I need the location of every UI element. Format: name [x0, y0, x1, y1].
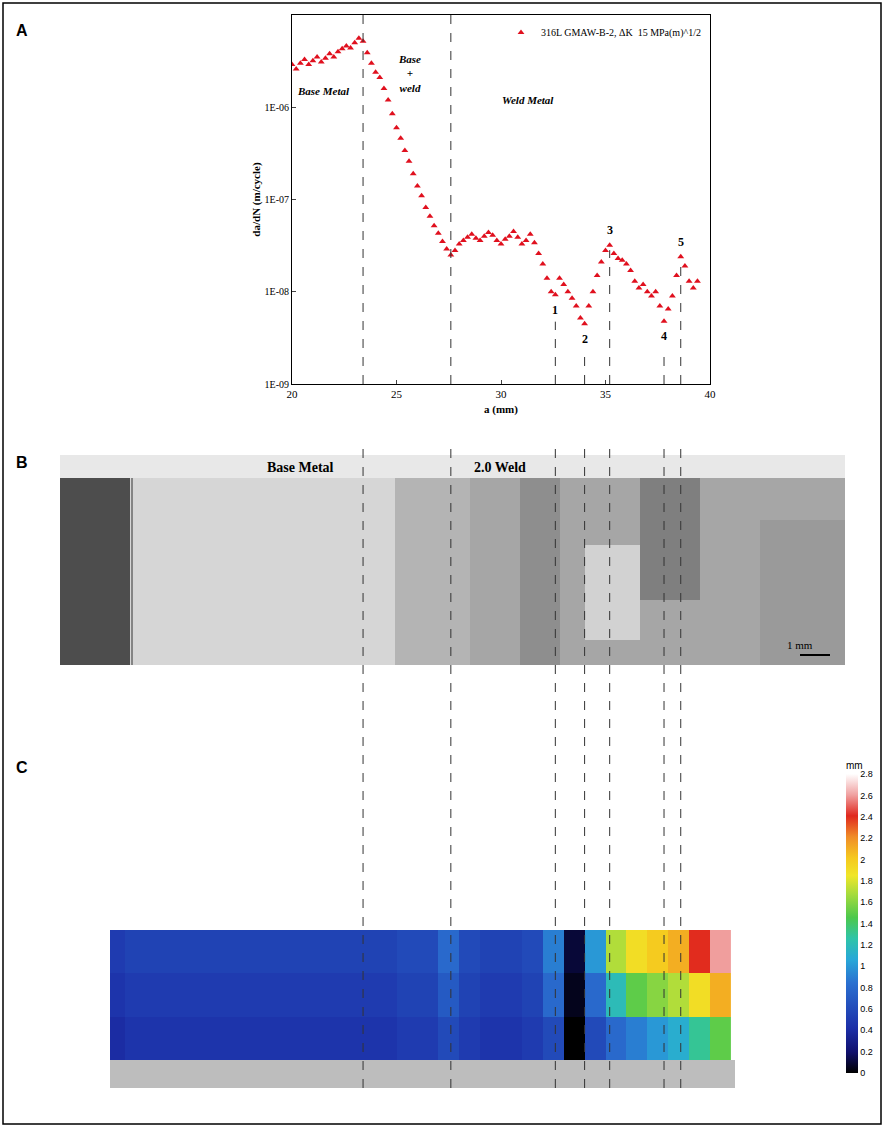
svg-text:0.2: 0.2: [860, 1047, 873, 1057]
svg-text:1: 1: [860, 961, 865, 971]
svg-text:0.8: 0.8: [860, 983, 873, 993]
svg-text:40: 40: [705, 388, 717, 400]
svg-text:1E-07: 1E-07: [265, 194, 289, 205]
svg-text:2: 2: [860, 855, 865, 865]
svg-text:1E-09: 1E-09: [265, 379, 289, 390]
svg-text:a (mm): a (mm): [484, 403, 518, 416]
svg-text:4: 4: [661, 329, 667, 343]
svg-text:316L GMAW-B-2, ΔK 15 MPa(m)^1: 316L GMAW-B-2, ΔK 15 MPa(m)^1/2: [541, 27, 701, 39]
svg-text:1E-08: 1E-08: [265, 286, 289, 297]
svg-text:25: 25: [391, 388, 403, 400]
svg-text:Base+weld: Base+weld: [398, 53, 421, 94]
svg-text:A: A: [16, 22, 28, 39]
svg-text:30: 30: [496, 388, 508, 400]
svg-text:C: C: [16, 759, 28, 776]
svg-text:2: 2: [582, 332, 588, 346]
svg-text:Weld Metal: Weld Metal: [502, 94, 554, 106]
svg-text:35: 35: [600, 388, 612, 400]
svg-text:2.8: 2.8: [860, 769, 873, 779]
svg-text:3: 3: [607, 223, 613, 237]
svg-text:2.2: 2.2: [860, 833, 873, 843]
svg-text:5: 5: [678, 235, 684, 249]
svg-text:0: 0: [860, 1068, 865, 1078]
svg-text:1E-06: 1E-06: [265, 102, 289, 113]
svg-text:1 mm: 1 mm: [787, 639, 813, 651]
svg-text:2.4: 2.4: [860, 812, 873, 822]
svg-text:1.6: 1.6: [860, 897, 873, 907]
svg-text:2.6: 2.6: [860, 791, 873, 801]
svg-text:1.8: 1.8: [860, 876, 873, 886]
svg-text:1.4: 1.4: [860, 919, 873, 929]
svg-text:0.4: 0.4: [860, 1025, 873, 1035]
svg-text:Base Metal: Base Metal: [297, 85, 350, 97]
svg-text:20: 20: [287, 388, 299, 400]
svg-text:mm: mm: [846, 760, 863, 771]
svg-text:1: 1: [552, 303, 558, 317]
svg-text:1.2: 1.2: [860, 940, 873, 950]
svg-text:da/dN (m/cycle): da/dN (m/cycle): [250, 162, 263, 237]
svg-text:Base Metal: Base Metal: [267, 460, 334, 475]
svg-text:B: B: [16, 454, 28, 471]
svg-text:0.6: 0.6: [860, 1004, 873, 1014]
svg-text:2.0 Weld: 2.0 Weld: [474, 460, 526, 475]
